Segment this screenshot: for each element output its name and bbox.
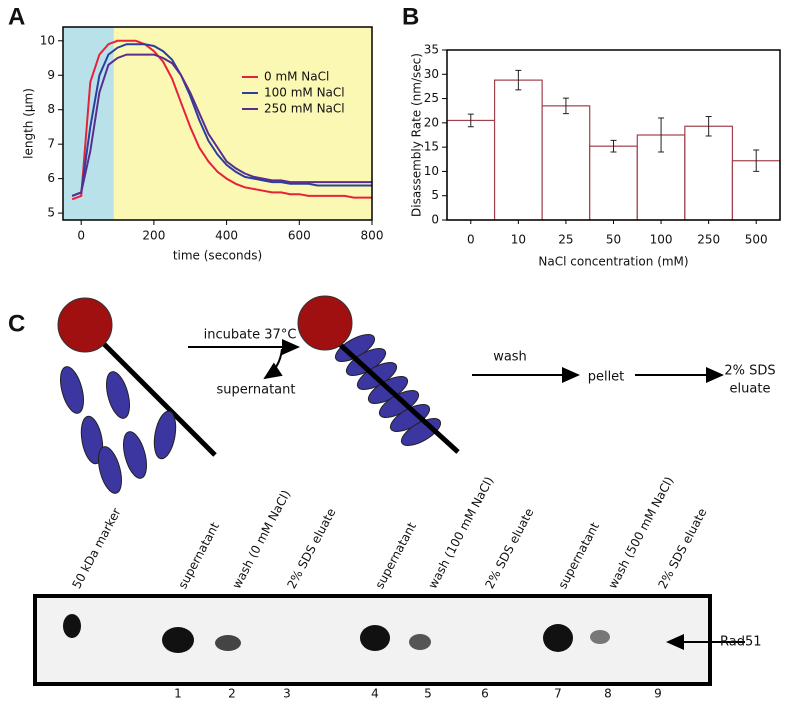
- series-line: [71, 43, 372, 197]
- x-tick-label: 10: [511, 233, 526, 247]
- y-tick-label: 25: [424, 91, 439, 105]
- x-tick-label: 800: [361, 229, 384, 243]
- lane-number: 3: [283, 687, 291, 701]
- lane-label: 2% SDS eluate: [655, 506, 709, 591]
- y-tick-label: 8: [47, 102, 55, 116]
- x-tick-label: 100: [650, 233, 673, 247]
- error-bar: [562, 97, 569, 115]
- step-label: pellet: [588, 370, 625, 385]
- x-tick-label: 500: [745, 233, 768, 247]
- y-tick-label: 5: [431, 188, 439, 202]
- x-tick-label: 0: [467, 233, 475, 247]
- y-tick-label: 35: [424, 43, 439, 57]
- y-tick-label: 10: [40, 33, 55, 47]
- x-tick-label: 250: [697, 233, 720, 247]
- error-bar: [753, 149, 760, 172]
- protein-free: [60, 366, 177, 494]
- y-tick-label: 20: [424, 115, 439, 129]
- x-tick-label: 600: [288, 229, 311, 243]
- x-tick-label: 400: [215, 229, 238, 243]
- y-tick-label: 10: [424, 164, 439, 178]
- y-tick-label: 5: [47, 206, 55, 220]
- panel-label: A: [8, 3, 25, 30]
- lane-number: 5: [424, 687, 432, 701]
- legend-label: 0 mM NaCl: [264, 70, 329, 84]
- error-bar: [610, 139, 617, 153]
- y-axis-label: Disassembly Rate (nm/sec): [410, 53, 424, 217]
- lane-label: supernatant: [555, 520, 602, 591]
- lane-number: 2: [228, 687, 236, 701]
- bar: [446, 119, 496, 221]
- lane-number: 8: [604, 687, 612, 701]
- x-tick-label: 0: [77, 229, 85, 243]
- lane-number: 7: [554, 687, 562, 701]
- bead: [57, 297, 113, 353]
- shaded-span: [113, 27, 373, 220]
- y-axis-label: length (µm): [22, 88, 36, 159]
- y-tick-label: 30: [424, 67, 439, 81]
- y-tick-label: 7: [47, 137, 55, 151]
- x-tick-label: 50: [606, 233, 621, 247]
- x-tick-label: 200: [142, 229, 165, 243]
- plot-frame: [62, 26, 373, 221]
- step-label: eluate: [730, 382, 771, 397]
- step-label: wash: [493, 350, 527, 365]
- error-bar: [515, 69, 522, 91]
- band-label: Rad51: [720, 635, 762, 650]
- lane-number: 6: [481, 687, 489, 701]
- panel-label: B: [402, 3, 419, 30]
- y-tick-label: 0: [431, 213, 439, 227]
- y-tick-label: 6: [47, 171, 55, 185]
- lane-label: 2% SDS eluate: [284, 506, 338, 591]
- lane-label: wash (100 mM NaCl): [425, 474, 496, 591]
- bar: [589, 145, 638, 221]
- error-bar: [658, 117, 665, 153]
- dna-strand: [333, 338, 460, 454]
- step-label: incubate 37°C: [204, 328, 297, 343]
- lane-number: 1: [174, 687, 182, 701]
- y-tick-label: 9: [47, 68, 55, 82]
- bead: [297, 295, 353, 351]
- error-bar: [467, 113, 474, 128]
- bar: [493, 79, 543, 221]
- gel-bands: [63, 614, 610, 653]
- legend-label: 250 mM NaCl: [264, 102, 345, 116]
- arrow: [263, 348, 283, 380]
- x-axis-label: time (seconds): [173, 249, 262, 263]
- legend-label: 100 mM NaCl: [264, 86, 345, 100]
- gel: Rad51: [33, 594, 762, 686]
- plot-frame: [446, 49, 781, 221]
- series-line: [71, 53, 372, 197]
- series-line: [71, 39, 372, 201]
- panel-label: C: [8, 310, 25, 337]
- lane-number: 9: [654, 687, 662, 701]
- lane-number: 4: [371, 687, 379, 701]
- lane-label: 2% SDS eluate: [482, 506, 536, 591]
- x-axis-label: NaCl concentration (mM): [538, 255, 688, 269]
- bar: [684, 125, 734, 221]
- step-label: 2% SDS: [724, 364, 775, 379]
- dna-strand: [98, 338, 217, 457]
- lane-label: 50 kDa marker: [69, 506, 123, 591]
- y-tick-label: 15: [424, 140, 439, 154]
- lane-label: supernatant: [372, 520, 419, 591]
- step-label: supernatant: [217, 383, 296, 398]
- diagram: incubate 37°C supernatant wash pellet 2%…: [57, 295, 776, 494]
- x-tick-label: 25: [558, 233, 573, 247]
- lane-label: wash (0 mM NaCl): [229, 488, 293, 591]
- error-bar: [705, 116, 712, 137]
- bar: [541, 105, 591, 221]
- lane-label: supernatant: [175, 520, 222, 591]
- shaded-span: [63, 27, 114, 220]
